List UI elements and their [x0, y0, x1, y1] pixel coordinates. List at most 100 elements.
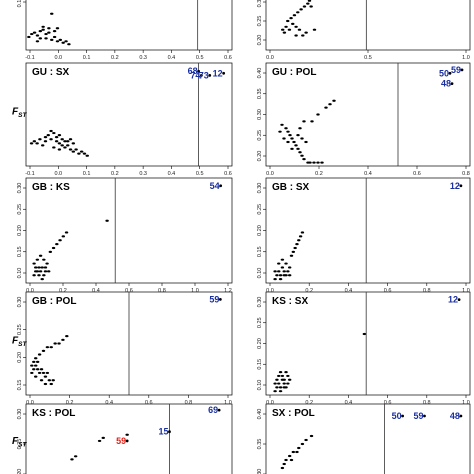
data-point — [41, 349, 46, 352]
y-tick-label: 0.20 — [17, 225, 23, 236]
data-point — [291, 250, 296, 253]
outlier-label: 73 — [199, 70, 209, 80]
data-point — [312, 161, 316, 164]
data-point — [310, 120, 314, 123]
data-point — [43, 140, 48, 143]
data-point — [43, 375, 48, 378]
panel-title: GB : POL — [32, 296, 76, 307]
data-point — [60, 138, 64, 141]
data-point — [38, 138, 42, 141]
data-point — [79, 150, 84, 153]
plot-frame — [25, 177, 233, 284]
data-point — [292, 140, 296, 144]
x-tick-label: 0.2 — [305, 400, 313, 406]
data-point — [34, 364, 38, 367]
data-point — [101, 436, 105, 439]
outlier-label: 15 — [158, 427, 168, 437]
data-point — [294, 34, 298, 37]
x-tick-label: 0.2 — [315, 171, 323, 177]
data-point — [37, 353, 42, 356]
data-point — [32, 360, 36, 363]
data-point — [39, 368, 44, 371]
data-point — [291, 22, 295, 25]
data-point — [278, 274, 283, 277]
outlier-label: 54 — [210, 181, 220, 191]
data-point — [54, 136, 59, 139]
data-point — [300, 154, 304, 157]
data-point — [275, 274, 279, 277]
x-tick-label: 0.6 — [145, 400, 153, 406]
data-point — [302, 5, 307, 8]
data-point — [280, 123, 284, 126]
data-point — [295, 450, 299, 454]
data-point — [67, 43, 71, 46]
x-tick-label: 0.8 — [158, 288, 166, 294]
data-point — [282, 274, 286, 277]
panel-title: KS : POL — [32, 408, 75, 419]
data-point — [273, 382, 277, 385]
outlier-point — [168, 430, 171, 434]
data-point — [68, 148, 73, 151]
data-point — [282, 378, 286, 381]
data-point — [70, 458, 74, 461]
y-axis-label: FST — [12, 436, 27, 449]
y-tick-label: 0.10 — [257, 268, 263, 279]
data-point — [309, 434, 314, 438]
data-point — [49, 382, 53, 386]
plot-frame — [25, 62, 233, 167]
data-point — [289, 254, 294, 257]
data-point — [278, 390, 283, 393]
data-point — [328, 103, 332, 106]
data-point — [47, 27, 51, 30]
data-point — [52, 131, 56, 135]
data-point — [280, 374, 285, 378]
x-tick-label: 0.6 — [224, 171, 232, 177]
data-point — [61, 338, 65, 341]
data-point — [282, 31, 287, 34]
data-point — [32, 140, 37, 143]
data-point — [273, 390, 277, 393]
data-point — [309, 5, 313, 8]
data-point — [38, 270, 43, 273]
y-tick-label: 0.15 — [17, 380, 23, 391]
y-axis-label: FST — [12, 336, 27, 349]
data-point — [82, 152, 87, 155]
data-point — [32, 274, 36, 277]
y-tick-label: 0.25 — [17, 204, 23, 215]
data-point — [286, 270, 290, 273]
data-point — [49, 346, 53, 349]
outlier-point — [197, 69, 200, 73]
x-tick-label: 0.3 — [139, 55, 147, 61]
y-tick-label: 0.20 — [257, 151, 263, 162]
data-point — [57, 134, 62, 137]
data-point — [34, 375, 38, 378]
data-point — [297, 28, 302, 31]
data-point — [296, 147, 300, 150]
data-point — [286, 130, 290, 133]
data-point — [277, 262, 281, 265]
outlier-label: 74 — [190, 70, 200, 80]
data-point — [291, 450, 296, 454]
data-point — [97, 439, 102, 443]
data-point — [278, 386, 283, 389]
x-tick-label: 0.4 — [345, 400, 353, 406]
data-point — [58, 38, 63, 41]
outlier-point — [199, 73, 203, 77]
x-tick-label: 0.0 — [266, 55, 274, 61]
scatter-panel-5: 0.0 0.2 0.4 0.6 0.8 1.0 1.2 0.30 0.25 0.20 0.15 0.1… — [17, 177, 233, 294]
x-tick-label: 0.5 — [196, 55, 204, 61]
data-point — [34, 270, 38, 273]
data-point — [286, 382, 290, 385]
data-point — [35, 142, 39, 145]
data-point — [286, 140, 290, 144]
outlier-point — [457, 298, 461, 302]
data-point — [52, 146, 56, 149]
x-tick-label: 0.0 — [54, 55, 62, 61]
plot-frame — [25, 0, 233, 51]
y-tick-label: 0.30 — [257, 183, 263, 194]
data-point — [45, 346, 50, 349]
data-point — [296, 11, 300, 14]
x-tick-label: 0.6 — [384, 288, 392, 294]
data-point — [37, 274, 41, 277]
y-tick-label: 0.15 — [17, 246, 23, 257]
